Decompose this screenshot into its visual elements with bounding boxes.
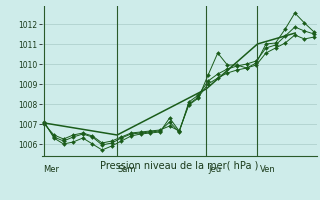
Text: Ven: Ven [260,165,276,174]
Text: Jeu: Jeu [208,165,221,174]
Text: Sam: Sam [117,165,136,174]
X-axis label: Pression niveau de la mer( hPa ): Pression niveau de la mer( hPa ) [100,160,258,170]
Text: Mer: Mer [43,165,59,174]
